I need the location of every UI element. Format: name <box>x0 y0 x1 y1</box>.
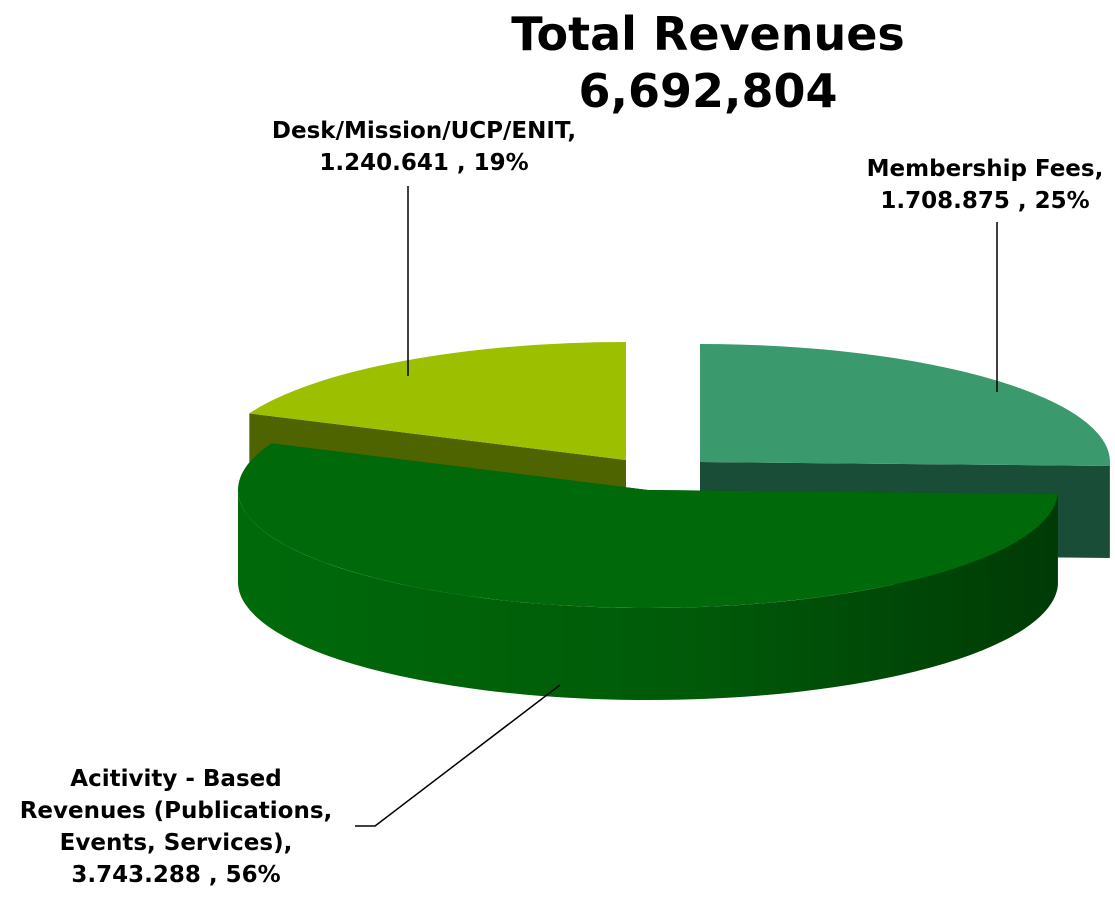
data-label-1-line-1: Revenues (Publications, <box>20 798 333 824</box>
data-label-0-line-0: Membership Fees, <box>867 156 1104 182</box>
data-label-2: Desk/Mission/UCP/ENIT, 1.240.641 , 19% <box>272 118 576 176</box>
pie-slice-0-top <box>700 344 1111 466</box>
data-label-1: Acitivity - Based Revenues (Publications,… <box>20 766 333 888</box>
chart-subtitle: 6,692,804 <box>579 64 838 118</box>
data-label-2-line-1: 1.240.641 , 19% <box>319 150 528 176</box>
data-label-1-line-3: 3.743.288 , 56% <box>71 862 280 888</box>
pie-slice-2-top <box>249 342 626 460</box>
data-label-0: Membership Fees, 1.708.875 , 25% <box>867 156 1104 214</box>
data-label-1-line-0: Acitivity - Based <box>70 766 281 792</box>
leader-line-1 <box>355 684 561 827</box>
pie-slice-1-top <box>238 443 1058 608</box>
chart-title: Total Revenues <box>511 7 905 61</box>
data-label-1-line-2: Events, Services), <box>60 830 293 856</box>
pie-slice-1 <box>238 443 1058 701</box>
data-label-2-line-0: Desk/Mission/UCP/ENIT, <box>272 118 576 144</box>
data-label-0-line-1: 1.708.875 , 25% <box>880 188 1089 214</box>
pie-slice-1-rim-shade <box>238 490 1058 701</box>
